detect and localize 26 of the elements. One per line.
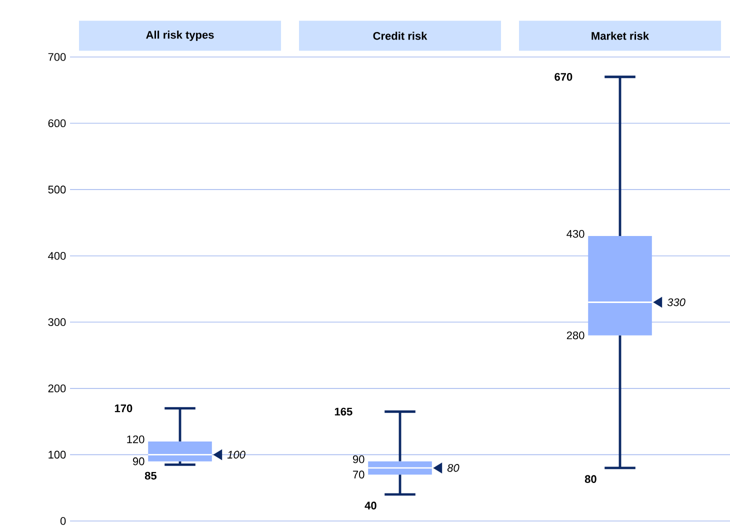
x-tick-label: Market risk [592, 32, 650, 40]
annotation: 80 [447, 464, 460, 472]
annotation: 85 [144, 472, 157, 480]
y-tick-label: 100 [48, 450, 66, 459]
y-tick-label: 500 [48, 186, 66, 194]
annotation: 280 [566, 331, 584, 340]
annotation: 80 [584, 475, 596, 483]
y-tick-label: 600 [48, 119, 66, 128]
annotation: 100 [227, 450, 246, 459]
annotation: 170 [114, 404, 132, 412]
y-tick-label: 700 [48, 53, 66, 61]
annotation: 330 [667, 298, 686, 306]
x-tick-label: Credit risk [373, 32, 428, 40]
annotation: 90 [352, 455, 364, 464]
y-tick-label: 200 [48, 384, 66, 392]
annotation: 70 [353, 470, 364, 478]
annotation: 120 [127, 435, 144, 444]
y-tick-label: 400 [48, 252, 66, 260]
y-tick-label: 0 [60, 517, 66, 525]
annotation: 670 [554, 72, 572, 81]
annotation: 430 [566, 230, 584, 238]
x-tick-label: All risk types [146, 30, 214, 41]
annotation: 165 [334, 408, 352, 416]
y-tick-label: 300 [48, 318, 66, 326]
annotation: 40 [364, 502, 376, 510]
annotation: 90 [132, 457, 144, 466]
